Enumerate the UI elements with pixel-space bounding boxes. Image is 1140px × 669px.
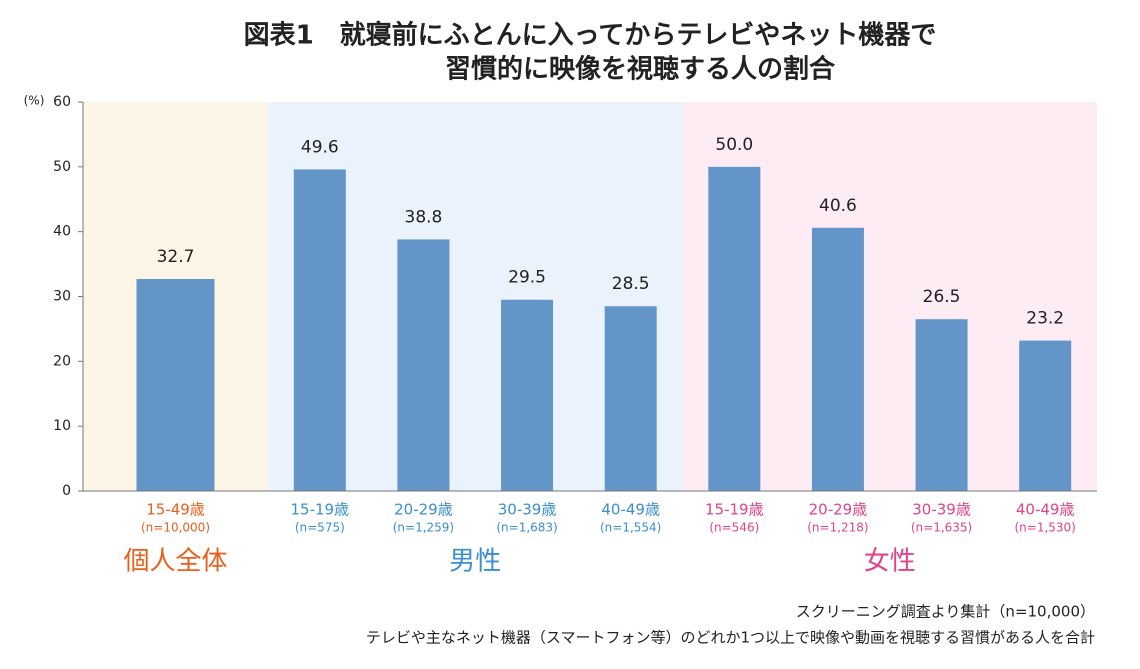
value-label: 38.8: [405, 207, 443, 227]
y-tick-label: 60: [53, 94, 71, 110]
sample-size: (n=1,635): [911, 521, 972, 535]
value-label: 23.2: [1026, 309, 1064, 329]
bar: [501, 299, 554, 491]
x-tick-label: 40-49歳: [1016, 501, 1075, 519]
y-tick-label: 50: [53, 159, 71, 175]
bar: [397, 239, 450, 491]
x-tick-label: 20-29歳: [394, 501, 453, 519]
group-label: 男性: [449, 547, 501, 577]
value-label: 32.7: [157, 247, 195, 267]
sample-size: (n=1,530): [1014, 521, 1075, 535]
chart-title: 図表1 就寝前にふとんに入ってからテレビやネット機器で: [244, 20, 937, 51]
sample-size: (n=575): [295, 521, 345, 535]
x-tick-label: 15-19歳: [705, 501, 764, 519]
x-tick-label: 30-39歳: [498, 501, 557, 519]
bar: [1019, 340, 1072, 491]
y-tick-label: 10: [53, 418, 71, 434]
value-label: 29.5: [508, 268, 546, 288]
sample-size: (n=1,683): [496, 521, 557, 535]
x-tick-label: 15-19歳: [291, 501, 350, 519]
value-label: 28.5: [612, 274, 650, 294]
bar: [136, 278, 215, 491]
value-label: 26.5: [923, 287, 961, 307]
chart-title: 習慣的に映像を視聴する人の割合: [445, 54, 836, 85]
y-axis-label: (%): [24, 94, 45, 108]
value-label: 49.6: [301, 137, 339, 157]
bar: [604, 306, 657, 491]
bar: [915, 319, 968, 491]
x-tick-label: 15-49歳: [146, 501, 205, 519]
group-label: 個人全体: [123, 547, 227, 577]
note: テレビや主なネット機器（スマートフォン等）のどれか1つ以上で映像や動画を視聴する…: [366, 629, 1095, 647]
note: スクリーニング調査より集計（n=10,000）: [796, 603, 1095, 621]
sample-size: (n=546): [709, 521, 759, 535]
x-tick-label: 20-29歳: [809, 501, 868, 519]
y-tick-label: 20: [53, 353, 71, 369]
sample-size: (n=1,554): [600, 521, 661, 535]
sample-size: (n=1,218): [807, 521, 868, 535]
x-tick-label: 30-39歳: [912, 501, 971, 519]
group-label: 女性: [864, 547, 916, 577]
sample-size: (n=10,000): [141, 521, 210, 535]
value-label: 40.6: [819, 196, 857, 216]
y-tick-label: 40: [53, 224, 71, 240]
bar: [811, 227, 864, 491]
value-label: 50.0: [715, 135, 753, 155]
bar: [293, 169, 346, 491]
y-tick-label: 30: [53, 289, 71, 305]
bar: [708, 166, 761, 492]
sample-size: (n=1,259): [393, 521, 454, 535]
x-tick-label: 40-49歳: [601, 501, 660, 519]
y-tick-label: 0: [62, 483, 71, 499]
